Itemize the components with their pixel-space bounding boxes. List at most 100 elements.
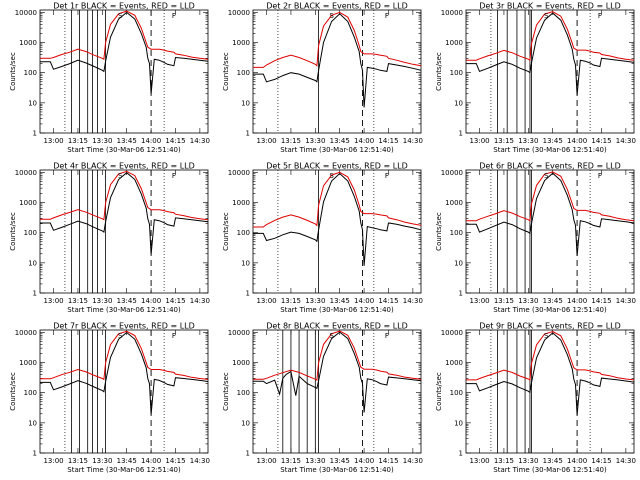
panel-title: Det 9r BLACK = Events, RED = LLD: [479, 322, 621, 331]
y-tick-label: 1000: [19, 359, 37, 367]
y-tick-label: 10000: [228, 9, 250, 17]
y-tick-label: 10: [454, 259, 463, 267]
y-tick-label: 10000: [15, 169, 37, 177]
y-tick-label: 1: [246, 450, 250, 458]
x-tick-label: 14:15: [165, 457, 185, 465]
y-tick-label: 10: [28, 259, 37, 267]
y-tick-label: 10: [241, 99, 250, 107]
x-tick-label: 13:30: [92, 457, 112, 465]
y-tick-label: 1: [33, 450, 37, 458]
y-tick-label: 10000: [15, 329, 37, 337]
corner-glyph: F: [385, 12, 389, 20]
x-tick-label: 13:15: [281, 297, 301, 305]
x-tick-label: 13:45: [543, 297, 563, 305]
lld-series-line: [40, 10, 209, 61]
x-tick-label: 13:15: [281, 457, 301, 465]
events-series-line: [253, 331, 422, 413]
detector-panel: 1 10 100 1000 10000 13:00 13:15 13:30 13:45 14:00…: [9, 322, 210, 475]
corner-glyph: F: [598, 12, 602, 20]
events-series-line: [40, 172, 209, 255]
x-axis-label: Start Time (30-Mar-06 12:51:40): [67, 146, 181, 154]
lld-series-line: [253, 11, 422, 68]
y-tick-label: 10: [28, 419, 37, 427]
corner-glyph: F: [385, 332, 389, 340]
x-tick-label: 14:00: [354, 297, 374, 305]
x-tick-label: 14:30: [616, 457, 636, 465]
y-tick-label: 1000: [19, 199, 37, 207]
x-tick-label: 13:30: [518, 297, 538, 305]
x-tick-label: 14:15: [378, 457, 398, 465]
plot-frame: [39, 329, 209, 454]
panel-title: Det 4r BLACK = Events, RED = LLD: [53, 162, 195, 171]
y-tick-label: 1000: [19, 39, 37, 47]
plot-frame: [465, 169, 635, 294]
x-tick-label: 14:30: [616, 137, 636, 145]
x-tick-label: 13:45: [543, 137, 563, 145]
corner-glyph: S: [544, 172, 549, 180]
x-tick-label: 13:45: [117, 297, 137, 305]
x-axis-label: Start Time (30-Mar-06 12:51:40): [280, 146, 394, 154]
y-tick-label: 10000: [15, 9, 37, 17]
x-tick-label: 13:45: [117, 457, 137, 465]
plot-frame: [465, 9, 635, 134]
x-tick-label: 14:15: [165, 137, 185, 145]
x-tick-label: 14:00: [567, 137, 587, 145]
x-tick-label: 13:30: [92, 297, 112, 305]
x-tick-label: 13:15: [494, 297, 514, 305]
y-tick-label: 100: [450, 229, 463, 237]
corner-glyph: F: [172, 12, 176, 20]
y-tick-label: 10: [454, 419, 463, 427]
corner-glyph: S: [544, 332, 549, 340]
x-tick-label: 13:15: [494, 457, 514, 465]
corner-glyph: S: [118, 332, 123, 340]
x-tick-label: 13:00: [256, 297, 276, 305]
y-tick-label: 100: [24, 229, 37, 237]
y-axis-label: Counts/sec: [9, 52, 17, 91]
corner-glyph: S: [118, 172, 123, 180]
x-axis-label: Start Time (30-Mar-06 12:51:40): [280, 306, 394, 314]
events-series-line: [253, 13, 422, 108]
y-tick-label: 100: [237, 229, 250, 237]
x-tick-label: 13:45: [330, 297, 350, 305]
y-tick-label: 10: [241, 259, 250, 267]
y-axis-label: Counts/sec: [222, 372, 230, 411]
x-tick-label: 14:15: [591, 297, 611, 305]
x-tick-label: 14:30: [616, 297, 636, 305]
y-tick-label: 1000: [445, 199, 463, 207]
events-series-line: [466, 172, 635, 256]
y-axis-label: Counts/sec: [222, 52, 230, 91]
x-tick-label: 13:30: [518, 137, 538, 145]
x-tick-label: 14:15: [378, 297, 398, 305]
x-tick-label: 13:00: [43, 457, 63, 465]
corner-glyph: S: [329, 12, 334, 20]
x-axis-label: Start Time (30-Mar-06 12:51:40): [67, 306, 181, 314]
corner-glyph: F: [598, 332, 602, 340]
panel-title: Det 5r BLACK = Events, RED = LLD: [266, 162, 408, 171]
events-series-line: [40, 11, 209, 94]
detector-panel: 1 10 100 1000 10000 13:00 13:15 13:30 13:45 14:00…: [435, 322, 636, 475]
x-tick-label: 14:30: [190, 457, 210, 465]
x-tick-label: 13:30: [305, 457, 325, 465]
x-tick-label: 13:30: [92, 137, 112, 145]
y-axis-label: Counts/sec: [435, 52, 443, 91]
x-axis-label: Start Time (30-Mar-06 12:51:40): [67, 466, 181, 474]
plot-frame: [39, 169, 209, 294]
y-tick-label: 1000: [445, 39, 463, 47]
plot-frame: [252, 9, 422, 134]
lld-series-line: [40, 170, 209, 221]
y-tick-label: 1: [246, 290, 250, 298]
plot-frame: [465, 329, 635, 454]
x-tick-label: 14:00: [141, 297, 161, 305]
corner-glyph: F: [172, 172, 176, 180]
events-series-line: [466, 332, 635, 416]
corner-glyph: S: [118, 12, 123, 20]
y-tick-label: 100: [24, 69, 37, 77]
x-tick-label: 13:00: [43, 297, 63, 305]
panel-title: Det 8r BLACK = Events, RED = LLD: [266, 322, 408, 331]
panel-title: Det 1r BLACK = Events, RED = LLD: [53, 2, 195, 11]
panel-title: Det 3r BLACK = Events, RED = LLD: [479, 2, 621, 11]
y-tick-label: 10000: [228, 169, 250, 177]
x-axis-label: Start Time (30-Mar-06 12:51:40): [493, 306, 607, 314]
lld-series-line: [253, 171, 422, 228]
x-tick-label: 14:15: [378, 137, 398, 145]
